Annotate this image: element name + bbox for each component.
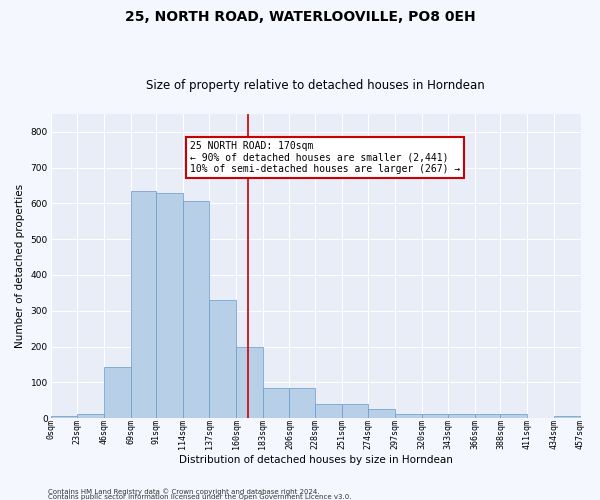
Title: Size of property relative to detached houses in Horndean: Size of property relative to detached ho…: [146, 79, 485, 92]
Text: 25 NORTH ROAD: 170sqm
← 90% of detached houses are smaller (2,441)
10% of semi-d: 25 NORTH ROAD: 170sqm ← 90% of detached …: [190, 141, 460, 174]
Bar: [50, 416, 77, 418]
Bar: [368, 409, 395, 418]
Bar: [236, 346, 263, 418]
Bar: [289, 388, 315, 418]
Bar: [183, 200, 209, 418]
X-axis label: Distribution of detached houses by size in Horndean: Distribution of detached houses by size …: [179, 455, 452, 465]
Bar: [263, 388, 289, 418]
Text: Contains public sector information licensed under the Open Government Licence v3: Contains public sector information licen…: [48, 494, 352, 500]
Y-axis label: Number of detached properties: Number of detached properties: [15, 184, 25, 348]
Text: 25, NORTH ROAD, WATERLOOVILLE, PO8 0EH: 25, NORTH ROAD, WATERLOOVILLE, PO8 0EH: [125, 10, 475, 24]
Bar: [500, 414, 527, 418]
Bar: [448, 414, 475, 418]
Bar: [209, 300, 236, 418]
Bar: [131, 191, 156, 418]
Bar: [395, 414, 422, 418]
Bar: [341, 404, 368, 418]
Text: Contains HM Land Registry data © Crown copyright and database right 2024.: Contains HM Land Registry data © Crown c…: [48, 488, 320, 495]
Bar: [475, 414, 500, 418]
Bar: [315, 404, 341, 418]
Bar: [77, 414, 104, 418]
Bar: [554, 416, 581, 418]
Bar: [422, 414, 448, 418]
Bar: [156, 192, 183, 418]
Bar: [104, 368, 131, 418]
